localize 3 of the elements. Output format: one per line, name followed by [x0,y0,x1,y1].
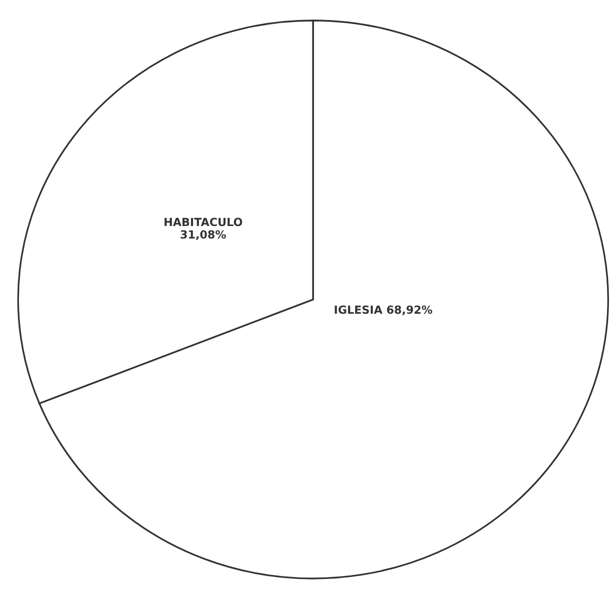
slice-label: IGLESIA 68,92% [334,305,432,316]
data-label: 31,08% [180,230,226,240]
slice-label: HABITACULO [164,218,242,226]
